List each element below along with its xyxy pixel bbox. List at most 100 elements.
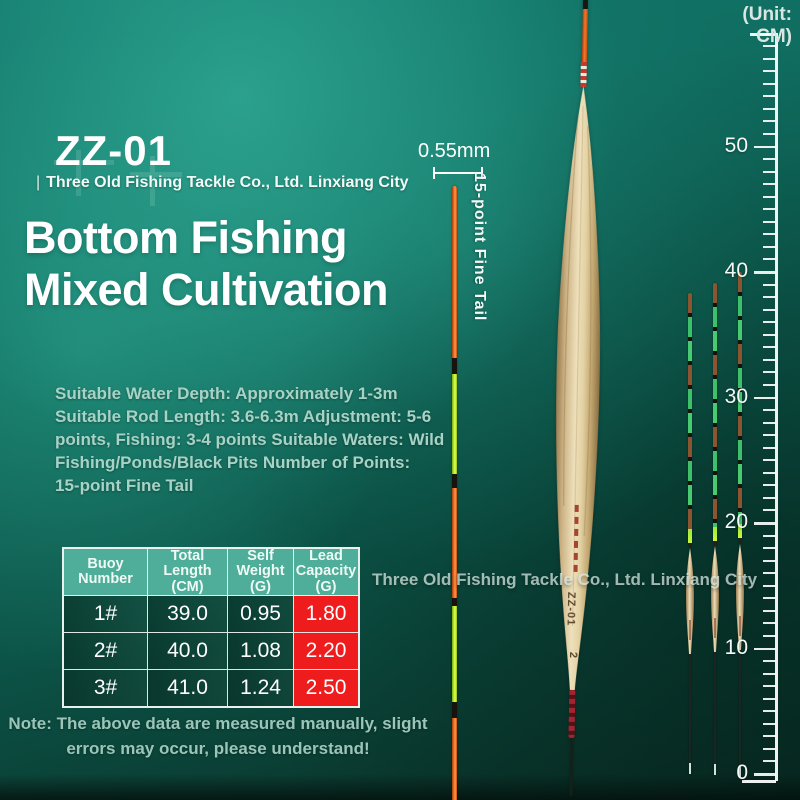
ruler-tick [762,446,776,449]
unit-note: (Unit: CM) [742,4,792,48]
float-segment [452,186,457,358]
model-number: ZZ-01 [55,127,173,174]
ruler-tick [762,208,776,211]
ruler-tick [762,170,776,173]
ruler-tick [762,672,776,675]
table-cell-lead: 1.80 [294,596,358,633]
table-cell-lead: 2.20 [294,633,358,670]
ruler-tick [762,358,776,361]
small-float-photo [709,283,721,780]
ruler-tick-label: 30 [724,384,748,408]
ruler-tick [762,697,776,700]
spec-text-block: Suitable Water Depth: Approximately 1-3m… [55,382,444,497]
float-tail [688,293,692,529]
float-tail [738,272,742,524]
ruler-tick [762,735,776,738]
float-tail [713,283,717,527]
ruler-tick [762,45,776,48]
ruler-tick [762,509,776,512]
main-float-photo: ZZ-01 2 [544,0,611,800]
float-segment [452,488,457,598]
ruler-tick [762,220,776,223]
float-segment [452,718,457,800]
table-header-weight: Self Weight (G) [228,548,294,596]
note-line-2: errors may occur, please understand! [66,739,370,758]
ruler-tick [762,496,776,499]
title-line-2: Mixed Cultivation [24,264,389,315]
disclaimer-note: Note: The above data are measured manual… [0,711,436,761]
table-header-length: Total Length (CM) [148,548,228,596]
measure-bracket [433,167,483,179]
ruler-tick [762,120,776,123]
table-cell-length: 39.0 [148,596,228,633]
ruler-tick [753,647,776,650]
table-cell-lead: 2.50 [294,670,358,706]
ruler-tick [762,195,776,198]
float-segment [452,474,457,488]
float-segment [452,598,457,606]
ruler-tick [762,597,776,600]
ruler-tick [762,471,776,474]
ruler-tick [762,660,776,663]
company-name-line: | Three Old Fishing Tackle Co., Ltd. Linx… [36,174,409,192]
note-line-1: Note: The above data are measured manual… [8,714,428,733]
ruler-tick [762,622,776,625]
spec-line: points, Fishing: 3-4 points Suitable Wat… [55,430,445,449]
float-segment [452,702,457,718]
company-name: Three Old Fishing Tackle Co., Ltd. Linxi… [46,174,409,191]
ruler-tick [762,747,776,750]
table-cell-weight: 0.95 [228,596,294,633]
ruler-tick [762,383,776,386]
float-lower-stem [739,651,741,777]
table-cell-buoy: 1# [64,596,148,633]
ruler-tick [762,321,776,324]
ruler-tick [762,82,776,85]
ruler-tick [762,283,776,286]
ruler-tick [762,547,776,550]
ruler-tick [762,57,776,60]
fine-tail-vertical-label: 15-point Fine Tail [471,173,488,322]
table-cell-weight: 1.24 [228,670,294,706]
ruler-tick [762,710,776,713]
ruler-tick [762,634,776,637]
unit-note-line-1: (Unit: [742,4,792,25]
float-bright-segment [738,524,742,538]
ruler-bottom-cap [742,780,776,783]
ruler-tick [762,534,776,537]
company-watermark: Three Old Fishing Tackle Co., Ltd. Linxi… [372,570,758,589]
table-header-buoy: Buoy Number [64,549,148,596]
small-float-photo [734,272,746,780]
ruler-tick [762,434,776,437]
ruler-tick [762,760,776,763]
ruler-tick [753,396,776,399]
ruler-line [775,33,778,781]
ruler-tick [762,258,776,261]
float-segment [452,358,457,374]
spec-table: Buoy Number Total Length (CM) Self Weigh… [62,547,360,708]
ruler-tick [762,296,776,299]
ruler-tick [762,107,776,110]
ruler-tick [762,722,776,725]
ruler-tick [762,685,776,688]
ruler-tick [762,459,776,462]
float-collar [688,543,692,548]
spec-line: 15-point Fine Tail [55,476,194,495]
ruler-tick [753,522,776,525]
ruler-tick-label: 10 [724,635,748,659]
ruler-tick [762,308,776,311]
float-collar [738,538,742,543]
unit-note-line-2: CM) [756,26,792,47]
float-bright-segment [713,527,717,541]
spec-line: Suitable Water Depth: Approximately 1-3m [55,384,398,403]
table-cell-buoy: 2# [64,633,148,670]
ruler-tick [762,572,776,575]
tail-diameter-label: 0.55mm [418,140,491,162]
float-wood-body [686,548,694,654]
ruler-tick [762,95,776,98]
divider-bar: | [36,174,41,191]
ruler-tick [762,333,776,336]
table-cell-length: 41.0 [148,670,228,706]
float-segment [452,374,457,474]
ruler-tick [762,484,776,487]
